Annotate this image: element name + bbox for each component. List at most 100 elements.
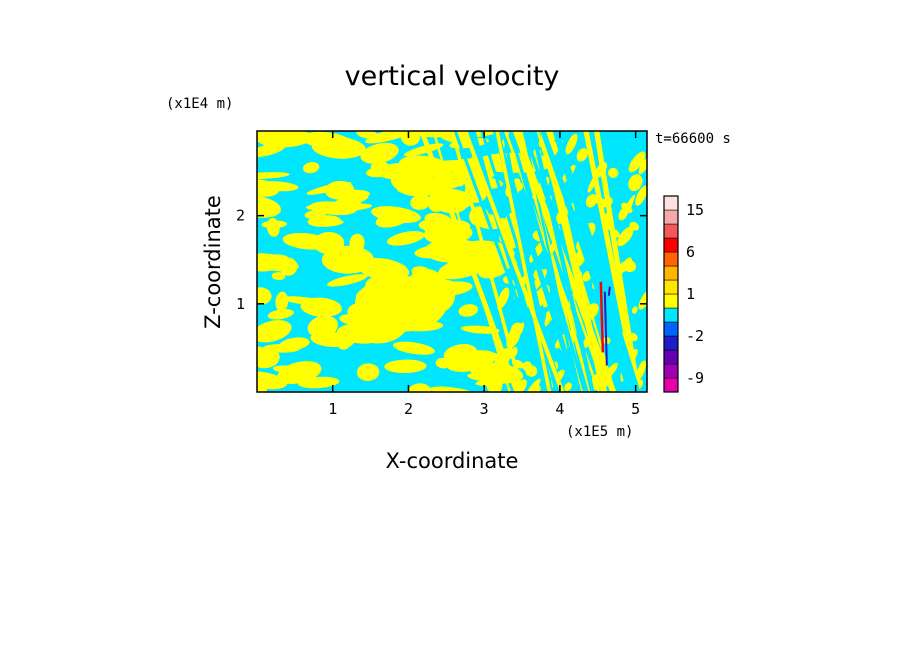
chart-title: vertical velocity (345, 61, 560, 92)
colorbar-swatch (663, 251, 679, 267)
positive-region (375, 210, 412, 228)
colorbar-swatch (663, 279, 679, 295)
positive-region (632, 306, 638, 314)
positive-region (565, 133, 578, 155)
positive-region (348, 299, 409, 344)
positive-region (311, 136, 366, 159)
x-axis: 1 2 3 4 5 (328, 131, 640, 418)
positive-region (458, 304, 479, 317)
positive-region (629, 221, 639, 231)
wave-streak (530, 131, 595, 392)
wave-streak (463, 131, 565, 392)
positive-region (278, 131, 309, 146)
positive-region (510, 322, 524, 337)
positive-region (500, 212, 517, 234)
positive-region (628, 151, 646, 173)
positive-region (410, 194, 432, 210)
colorbar-swatch (663, 321, 679, 337)
wave-streak (514, 131, 593, 392)
positive-region (623, 260, 636, 273)
positive-region (608, 167, 619, 178)
positive-region (257, 320, 292, 343)
positive-region (576, 148, 588, 162)
colorbar-swatch (663, 377, 679, 393)
positive-region (638, 156, 647, 175)
positive-region (281, 296, 328, 306)
wave-streak (553, 131, 641, 392)
wave-streak (419, 131, 520, 392)
positive-region (307, 315, 338, 338)
colorbar-swatch (663, 265, 679, 281)
positive-region (261, 220, 287, 229)
wave-streak (540, 131, 634, 392)
positive-region (257, 346, 270, 364)
colorbar-swatch (663, 293, 679, 309)
positive-region (628, 174, 643, 192)
y-axis: 12 (236, 207, 647, 313)
positive-region (621, 202, 633, 213)
updraft-core (599, 281, 605, 353)
colorbar-label: -9 (686, 369, 704, 387)
wave-streak (450, 131, 524, 392)
x-tick-label: 1 (328, 400, 337, 418)
positive-region (407, 275, 456, 316)
positive-region (271, 272, 286, 281)
positive-region (330, 189, 371, 200)
downdraft-core (603, 291, 608, 366)
positive-region (360, 142, 399, 164)
colorbar-label: -2 (686, 327, 704, 345)
positive-region (307, 215, 341, 227)
colorbar-swatch (663, 195, 679, 211)
positive-region (321, 245, 374, 274)
time-label: t=66600 s (655, 131, 731, 147)
colorbar-swatch (663, 237, 679, 253)
positive-region (257, 287, 272, 305)
positive-region (262, 344, 301, 353)
positive-region (306, 182, 352, 195)
positive-region (423, 238, 484, 263)
positive-region (326, 274, 368, 287)
positive-region (497, 287, 510, 309)
positive-region (635, 185, 647, 206)
colorbar-swatch (663, 335, 679, 351)
y-axis-label: Z-coordinate (201, 195, 225, 329)
positive-region (279, 257, 298, 276)
positive-region (356, 363, 380, 381)
wave-streak (594, 131, 641, 392)
y-unit-label: (x1E4 m) (166, 96, 233, 112)
colorbar: 15 6 1 -2 -9 (663, 195, 704, 393)
wave-streak (495, 131, 552, 392)
positive-region (334, 203, 372, 211)
positive-region (257, 371, 288, 390)
colorbar-swatch (663, 349, 679, 365)
positive-region (469, 351, 505, 360)
positive-region (304, 210, 319, 219)
velocity-field (257, 131, 647, 392)
colorbar-swatch (663, 223, 679, 239)
positive-region (257, 143, 285, 158)
x-tick-label: 3 (480, 400, 489, 418)
positive-region (302, 162, 320, 174)
x-tick-label: 5 (631, 400, 640, 418)
wave-streak (473, 131, 548, 392)
colorbar-label: 6 (686, 243, 695, 261)
y-tick-label: 1 (236, 295, 245, 313)
positive-region (282, 232, 330, 250)
positive-region (275, 291, 289, 312)
positive-region (617, 226, 634, 247)
wave-streak (508, 131, 587, 392)
colorbar-swatch (663, 209, 679, 225)
colorbar-label: 1 (686, 285, 695, 303)
colorbar-frame (663, 195, 679, 393)
positive-region (272, 365, 315, 376)
x-unit-label: (x1E5 m) (566, 424, 633, 440)
x-axis-label: X-coordinate (386, 449, 519, 473)
colorbar-label: 15 (686, 201, 704, 219)
x-tick-label: 2 (404, 400, 413, 418)
positive-region (374, 162, 443, 181)
positive-region (365, 131, 416, 144)
colorbar-swatch (663, 363, 679, 379)
positive-region (403, 143, 444, 157)
positive-region (257, 172, 290, 180)
positive-region (267, 308, 294, 320)
